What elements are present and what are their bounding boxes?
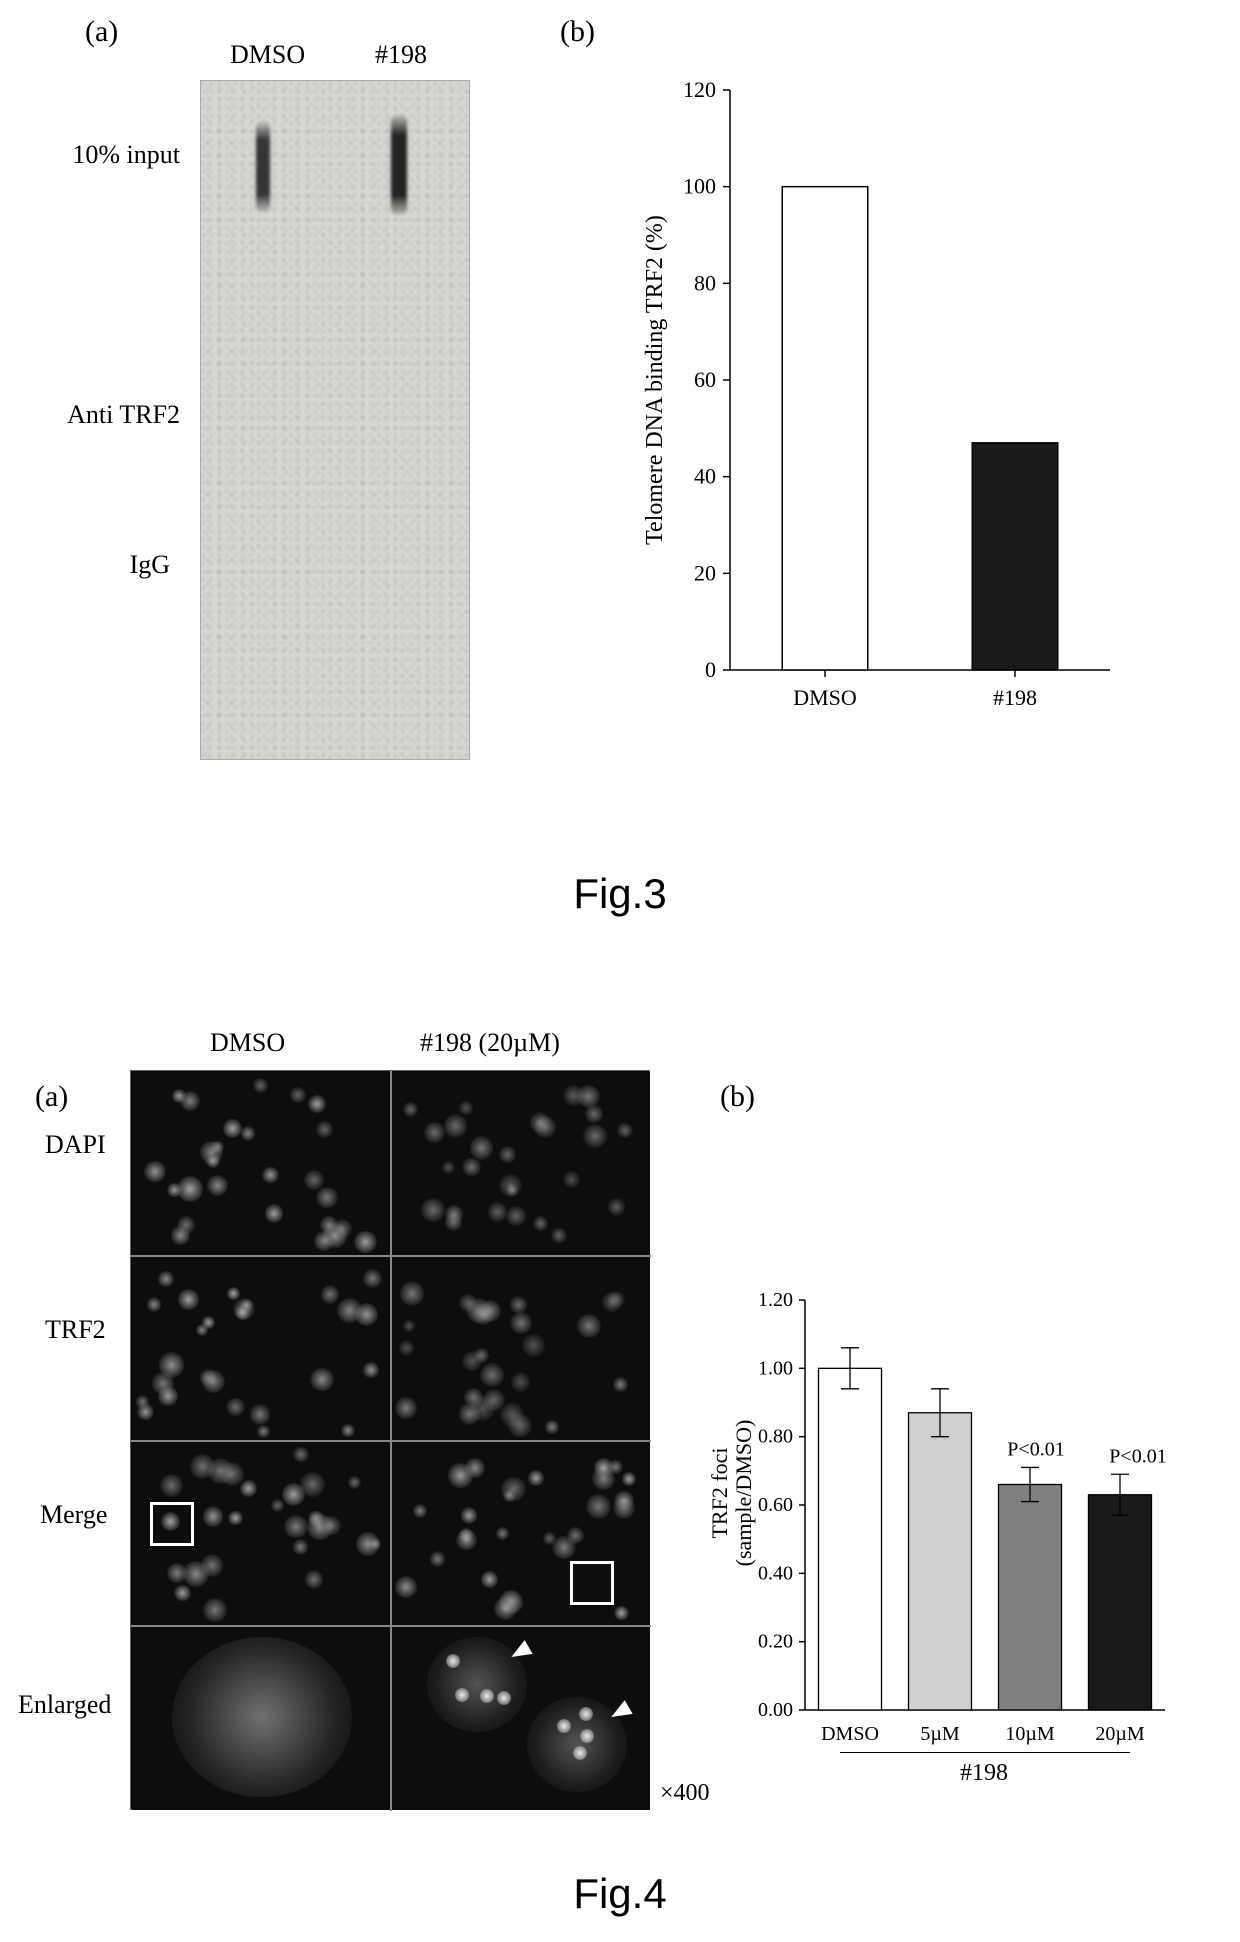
selection-box: [150, 1502, 194, 1546]
fig3a-row-trf2: Anti TRF2: [67, 400, 180, 430]
fig4a-label: (a): [35, 1080, 68, 1114]
svg-text:P<0.01: P<0.01: [1007, 1438, 1064, 1460]
svg-text:P<0.01: P<0.01: [1109, 1445, 1166, 1467]
fig4a-microscopy: [130, 1070, 650, 1810]
fig3a-col-198: #198: [375, 40, 427, 70]
micro-cell-r0-c1: [392, 1072, 650, 1255]
micro-cell-r2-c1: [392, 1442, 650, 1625]
micro-cell-r2-c0: [132, 1442, 390, 1625]
fig4a-row-merge: Merge: [40, 1500, 107, 1530]
fig3-title: Fig.3: [573, 870, 666, 918]
fig3a-row-igg: IgG: [130, 550, 170, 580]
svg-text:5µM: 5µM: [920, 1723, 960, 1745]
svg-text:TRF2 foci: TRF2 foci: [707, 1447, 732, 1538]
fig3a-blot-noise: [201, 81, 469, 759]
fig3a-blot: DMSO #198 10% input Anti TRF2 IgG: [200, 80, 470, 760]
svg-text:100: 100: [683, 174, 716, 199]
fig4b-group-line: [840, 1752, 1130, 1753]
fig3a-band-198: [391, 115, 407, 215]
fig4-title: Fig.4: [573, 1870, 666, 1918]
fig4b-label: (b): [720, 1080, 755, 1114]
fig4a-col-dmso: DMSO: [210, 1028, 285, 1058]
selection-box: [570, 1561, 614, 1605]
svg-text:(sample/DMSO): (sample/DMSO): [731, 1420, 756, 1567]
svg-text:0: 0: [705, 657, 716, 682]
fig4b-chart: 0.00 0.20 0.40 0.60 0.80 1.00 1.20 TRF2 foci(sa…: [700, 1260, 1180, 1780]
micro-cell-r1-c0: [132, 1257, 390, 1440]
fig3a-blot-bg: [200, 80, 470, 760]
svg-text:0.40: 0.40: [758, 1562, 793, 1584]
svg-text:60: 60: [694, 367, 716, 392]
svg-text:Telomere DNA binding TRF2 (%): Telomere DNA binding TRF2 (%): [642, 215, 668, 545]
fig3a-label: (a): [85, 15, 118, 49]
svg-text:1.00: 1.00: [758, 1357, 793, 1379]
fig3b-chart: 0 20 40 60 80 100 120 Telomere DNA binding TRF2…: [630, 70, 1130, 730]
svg-text:80: 80: [694, 270, 716, 295]
svg-text:DMSO: DMSO: [821, 1723, 879, 1745]
svg-text:1.20: 1.20: [758, 1289, 793, 1311]
fig3b-label: (b): [560, 15, 595, 49]
fig3a-band-dmso: [256, 122, 270, 212]
svg-text:DMSO: DMSO: [793, 685, 857, 710]
svg-text:0.80: 0.80: [758, 1426, 793, 1448]
micro-cell-r3-c1: [392, 1627, 650, 1810]
svg-text:20: 20: [694, 560, 716, 585]
fig3a-row-input: 10% input: [72, 140, 180, 170]
fig3a-col-dmso: DMSO: [230, 40, 305, 70]
fig4a-magnification: ×400: [660, 1780, 710, 1807]
fig4a-col-198: #198 (20µM): [420, 1028, 560, 1058]
fig4a-row-enlarged: Enlarged: [18, 1690, 111, 1720]
svg-text:40: 40: [694, 464, 716, 489]
micro-cell-r0-c0: [132, 1072, 390, 1255]
svg-text:10µM: 10µM: [1005, 1723, 1055, 1745]
fig4a-row-trf2: TRF2: [45, 1315, 106, 1345]
fig4a-row-dapi: DAPI: [45, 1130, 106, 1160]
fig4b-group-label: #198: [960, 1760, 1008, 1787]
micro-cell-r3-c0: [132, 1627, 390, 1810]
micro-cell-r1-c1: [392, 1257, 650, 1440]
svg-text:#198: #198: [993, 685, 1037, 710]
svg-text:0.20: 0.20: [758, 1631, 793, 1653]
svg-text:0.00: 0.00: [758, 1699, 793, 1721]
svg-text:120: 120: [683, 77, 716, 102]
svg-text:20µM: 20µM: [1095, 1723, 1145, 1745]
svg-text:0.60: 0.60: [758, 1494, 793, 1516]
